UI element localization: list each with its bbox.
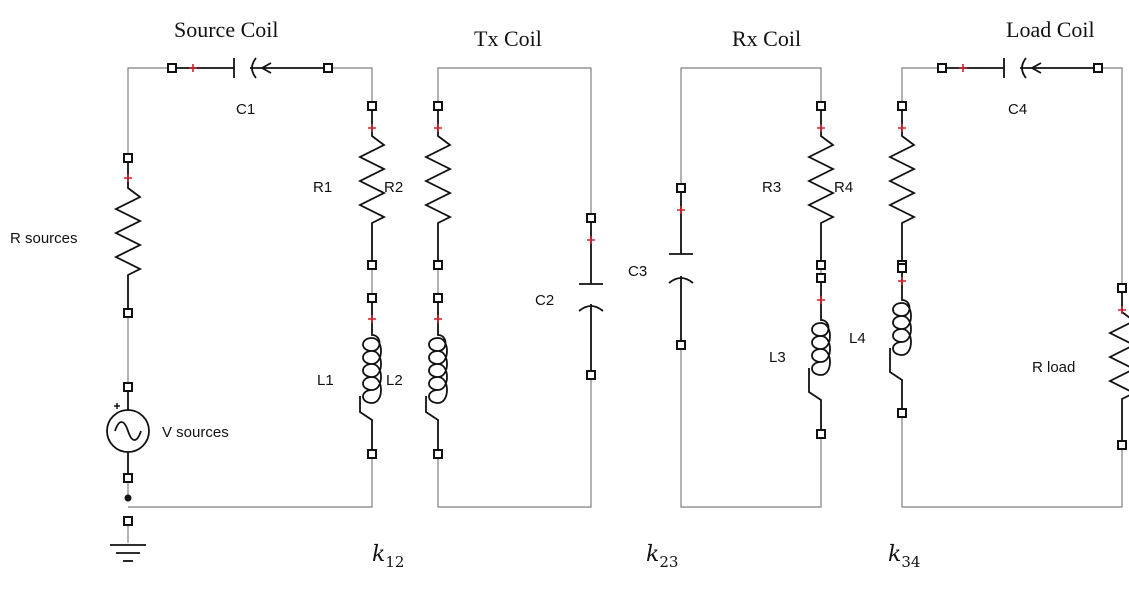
ground-symbol: [110, 494, 146, 562]
c3-label: C3: [628, 263, 647, 280]
coupling-k34: k34: [888, 542, 920, 571]
v-sources-label: V sources: [162, 424, 229, 441]
inductor-l4: [889, 268, 912, 413]
inductor-l3: [808, 278, 831, 434]
resistor-r4: [887, 106, 917, 265]
load-coil-title: Load Coil: [1006, 17, 1095, 42]
c1-label: C1: [236, 101, 255, 118]
capacitor-c1: [172, 57, 328, 79]
load-loop-wire: [901, 67, 1123, 508]
resistor-r1: [357, 106, 387, 265]
l1-label: L1: [317, 372, 334, 389]
rx-loop-wire: [680, 67, 822, 508]
c2-label: C2: [535, 292, 554, 309]
terminal-pins: [123, 63, 1127, 526]
resistor-r-sources: [113, 158, 143, 313]
r1-label: R1: [313, 179, 332, 196]
r2-label: R2: [384, 179, 403, 196]
l3-label: L3: [769, 349, 786, 366]
source-loop-wire: [127, 67, 373, 543]
capacitor-c4: [942, 57, 1098, 79]
resistor-r3: [806, 106, 836, 265]
capacitor-c3: [668, 188, 694, 345]
c4-label: C4: [1008, 101, 1027, 118]
wires: [127, 67, 1123, 543]
polarity-marks: [124, 64, 1126, 323]
resistor-r2: [423, 106, 453, 265]
l2-label: L2: [386, 372, 403, 389]
inductor-l1: [359, 298, 382, 454]
coupling-k23: k23: [646, 542, 678, 571]
capacitor-c2: [578, 218, 604, 375]
tx-coil-title: Tx Coil: [474, 26, 542, 51]
source-coil-title: Source Coil: [174, 17, 279, 42]
tx-loop-wire: [437, 67, 592, 508]
r-load-label: R load: [1032, 359, 1075, 376]
r-sources-label: R sources: [10, 230, 78, 247]
rx-coil-title: Rx Coil: [732, 26, 801, 51]
r4-label: R4: [834, 179, 853, 196]
r3-label: R3: [762, 179, 781, 196]
voltage-source: [106, 387, 150, 478]
coupling-k12: k12: [372, 542, 404, 571]
resistor-r-load: [1107, 288, 1129, 445]
l4-label: L4: [849, 330, 866, 347]
inductor-l2: [425, 298, 448, 454]
